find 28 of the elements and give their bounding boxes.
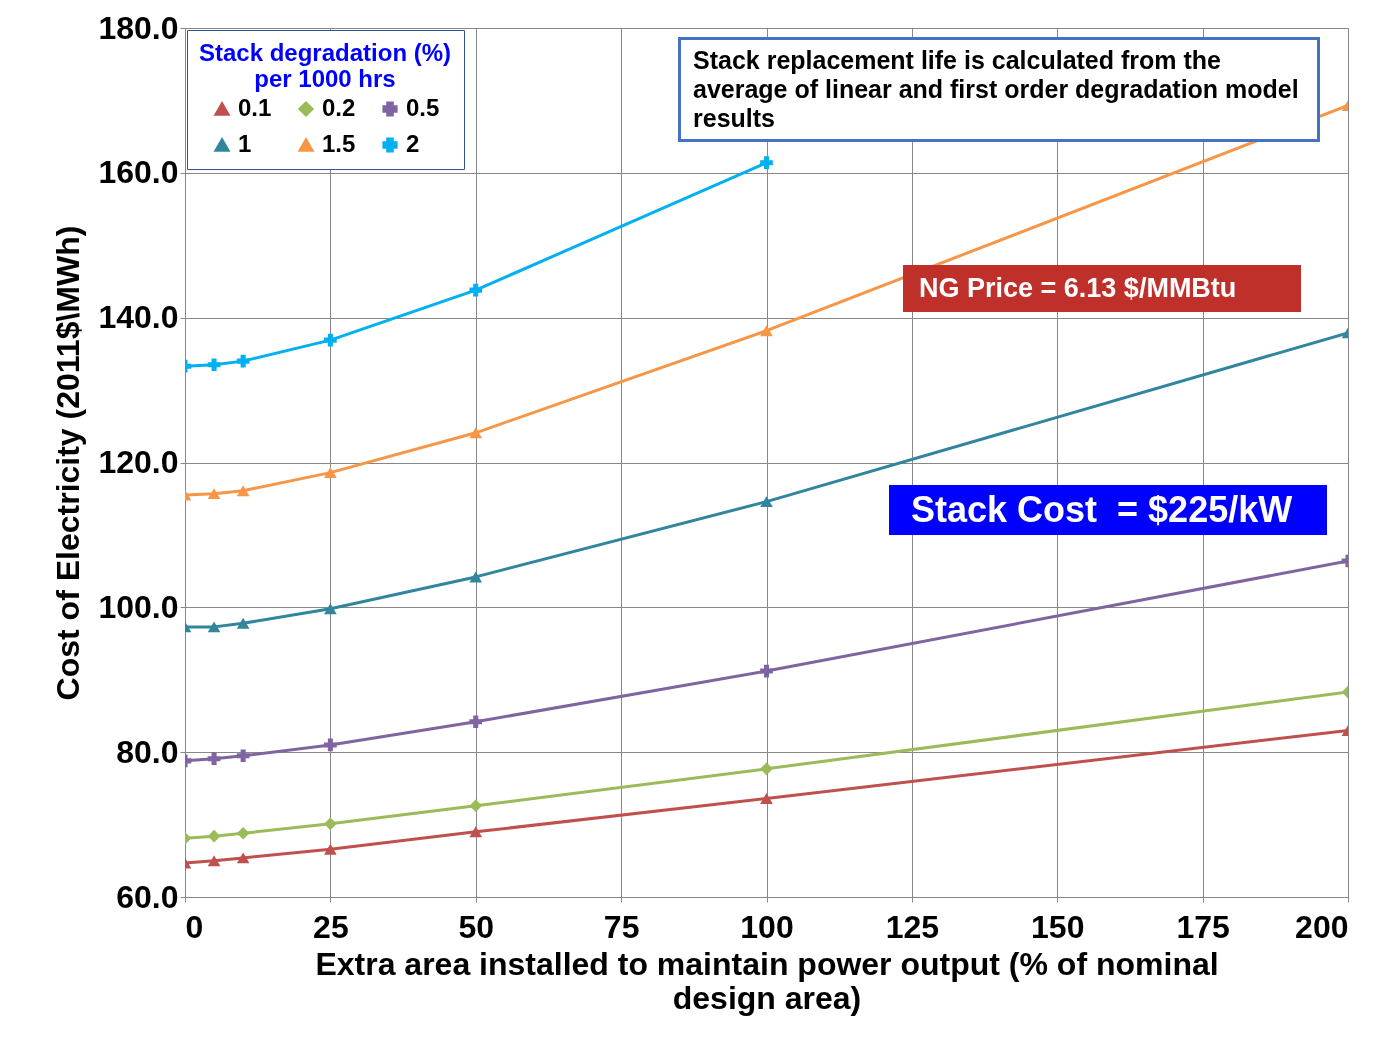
legend-label: 0.2 (322, 94, 356, 121)
x-tick-label: 25 (313, 908, 349, 945)
legend-label: 1.5 (322, 130, 356, 157)
x-tick-label: 100 (740, 908, 794, 945)
y-tick-label: 120.0 (98, 444, 179, 480)
x-tick-label: 0 (185, 908, 204, 945)
y-axis-title: Cost of Electricity (2011$\MWh) (50, 225, 87, 701)
x-tick-label: 50 (458, 908, 495, 945)
x-tick-label: 150 (1031, 908, 1085, 945)
y-tick-label: 60.0 (116, 878, 179, 915)
y-tick-label: 140.0 (98, 299, 179, 336)
y-tick-label: 100.0 (98, 588, 179, 625)
x-tick-label: 75 (603, 908, 640, 945)
legend-label: 0.1 (238, 94, 272, 121)
y-tick-label: 160.0 (98, 154, 179, 191)
price-label: NG Price = 6.13 $/MMBtu (903, 265, 1301, 312)
y-tick-label: 80.0 (116, 733, 179, 770)
legend-label: 0.5 (406, 94, 440, 121)
legend-label: 1 (238, 130, 252, 157)
x-tick-label: 175 (1176, 908, 1230, 945)
x-axis-title: Extra area installed to maintain power output (% of nominal design area) (315, 945, 1219, 1016)
x-tick-label: 125 (885, 908, 940, 945)
y-tick-label: 180.0 (98, 9, 179, 46)
cost-label: Stack Cost = $225/kW (889, 485, 1327, 535)
x-tick-label: 200 (1295, 908, 1349, 945)
legend-label: 2 (406, 130, 420, 157)
legend-title: Stack degradation (%) per 1000 hrs (198, 39, 452, 92)
note-box: Stack replacement life is calculated from the average of linear and first order degradation model results (678, 37, 1320, 142)
